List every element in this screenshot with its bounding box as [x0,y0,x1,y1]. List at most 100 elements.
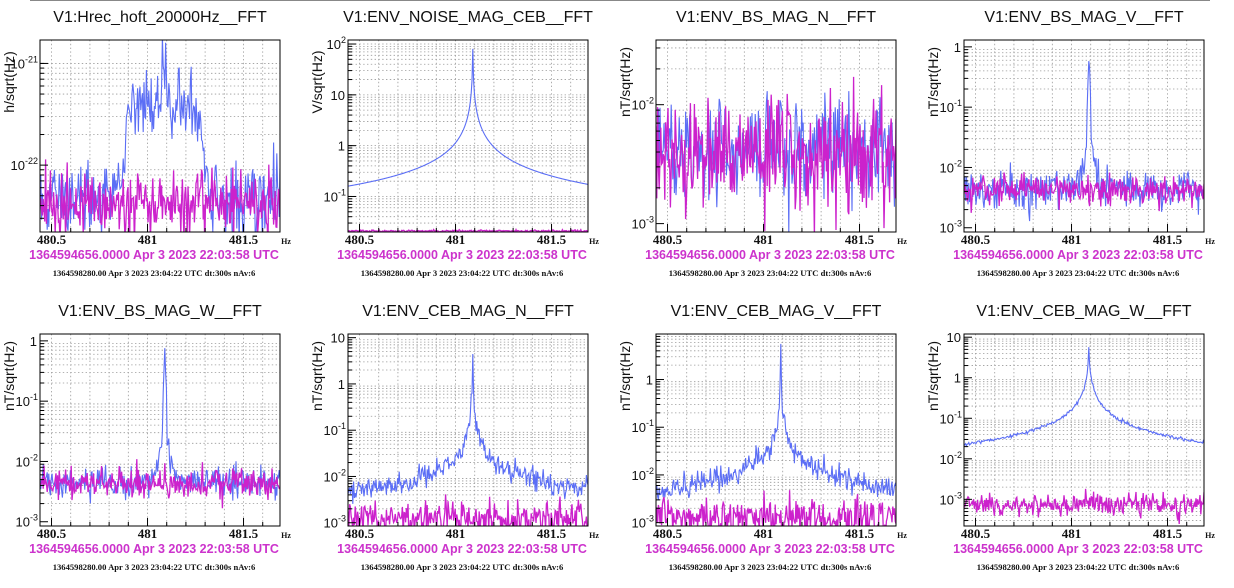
x-unit-label: Hz [281,237,291,246]
timestamp-current: 1364598280.00 Apr 3 2023 23:04:22 UTC dt… [361,268,564,278]
x-tick-label: 481 [138,232,158,247]
chart-svg: V1:ENV_CEB_MAG_V__FFT 480.5 481 481.5 Hz 1 10-… [617,303,907,572]
x-tick-label: 481.5 [229,232,259,247]
x-tick-label: 480.5 [37,526,67,541]
y-axis: 1 10-1 10-2 10-3 nT/sqrt(Hz) [925,40,972,236]
chart-title: V1:ENV_BS_MAG_N__FFT [676,9,876,26]
plot-area [40,334,280,526]
x-unit-label: Hz [281,531,291,540]
x-unit-label: Hz [897,531,907,540]
y-tick-label: 10-1 [324,421,346,438]
series-line-current [40,348,280,504]
y-axis-label: nT/sqrt(Hz) [925,47,941,117]
y-tick-label: 10-2 [940,450,962,467]
series-line-current [348,48,588,187]
series-group [40,348,280,509]
y-tick-label: 102 [327,35,346,52]
chart-title: V1:ENV_CEB_MAG_N__FFT [362,303,574,320]
x-tick-label: 481.5 [537,232,567,247]
y-tick-label: 1 [338,139,345,154]
grid-lines [656,334,896,526]
x-tick-label: 480.5 [961,526,991,541]
y-tick-label: 10-1 [940,409,962,426]
grid-lines [348,40,588,232]
series-group [348,48,588,232]
x-axis: 480.5 481 481.5 Hz [37,224,291,247]
plot-area [964,334,1204,526]
series-line-current [348,353,588,504]
timestamp-current: 1364598280.00 Apr 3 2023 23:04:22 UTC dt… [53,268,256,278]
y-tick-label: 10-3 [632,514,654,531]
series-line-reference [656,490,896,526]
y-tick-label: 10-1 [632,418,654,435]
plot-frame [655,39,897,233]
grid-lines [348,334,588,526]
y-axis-label: h/sqrt(Hz) [1,51,17,112]
y-tick-label: 1 [338,377,345,392]
y-tick-label: 10-3 [940,490,962,507]
x-unit-label: Hz [1205,531,1215,540]
chart-title: V1:ENV_BS_MAG_W__FFT [58,303,262,320]
chart-panel: V1:Hrec_hoft_20000Hz__FFT 480.5 481 481.5 Hz… [0,0,308,294]
x-axis: 480.5 481 481.5 Hz [653,518,907,541]
plot-area [348,334,588,526]
y-tick-label: 10-1 [16,392,38,409]
chart-title: V1:ENV_CEB_MAG_W__FFT [976,303,1191,320]
x-tick-label: 481 [138,526,158,541]
y-tick-label: 1 [954,40,961,55]
y-axis-label: nT/sqrt(Hz) [309,341,325,411]
x-tick-label: 480.5 [37,232,67,247]
y-axis: 10 1 10-1 10-2 10-3 nT/sqrt(Hz) [925,330,972,522]
x-axis: 480.5 481 481.5 Hz [37,518,291,541]
y-axis-label: nT/sqrt(Hz) [925,341,941,411]
timestamp-reference: 1364594656.0000 Apr 3 2023 22:03:58 UTC [29,248,279,262]
series-line-current [964,347,1204,448]
series-group [964,61,1204,222]
timestamp-reference: 1364594656.0000 Apr 3 2023 22:03:58 UTC [953,248,1203,262]
chart-svg: V1:ENV_BS_MAG_W__FFT 480.5 481 481.5 Hz 1 10-1… [1,303,291,572]
x-tick-label: 481.5 [1153,232,1183,247]
chart-panel: V1:ENV_CEB_MAG_W__FFT 480.5 481 481.5 Hz 10 1 1… [924,294,1232,588]
chart-panel: V1:ENV_BS_MAG_W__FFT 480.5 481 481.5 Hz 1 10-1… [0,294,308,588]
x-tick-label: 481.5 [845,232,875,247]
y-tick-label: 10 [331,88,345,103]
x-unit-label: Hz [897,237,907,246]
plot-area [348,40,588,232]
timestamp-reference: 1364594656.0000 Apr 3 2023 22:03:58 UTC [337,248,587,262]
x-tick-label: 480.5 [345,232,375,247]
timestamp-reference: 1364594656.0000 Apr 3 2023 22:03:58 UTC [337,542,587,556]
x-axis: 480.5 481 481.5 Hz [345,224,599,247]
x-tick-label: 481.5 [1153,526,1183,541]
y-tick-label: 10 [947,330,961,345]
plot-area [964,40,1204,232]
chart-panel: V1:ENV_CEB_MAG_N__FFT 480.5 481 481.5 Hz 10 1 1… [308,294,616,588]
series-group [656,76,896,232]
timestamp-current: 1364598280.00 Apr 3 2023 23:04:22 UTC dt… [977,268,1180,278]
chart-svg: V1:ENV_BS_MAG_V__FFT 480.5 481 481.5 Hz 1 10-1… [925,9,1215,278]
series-line-current [656,343,896,501]
y-tick-label: 10-3 [940,219,962,236]
series-line-reference [656,76,896,232]
x-tick-label: 480.5 [653,232,683,247]
plot-frame [655,333,897,527]
timestamp-reference: 1364594656.0000 Apr 3 2023 22:03:58 UTC [645,248,895,262]
y-tick-label: 10-2 [16,452,38,469]
x-unit-label: Hz [589,531,599,540]
y-axis-label: nT/sqrt(Hz) [617,341,633,411]
y-tick-label: 1 [954,371,961,386]
x-unit-label: Hz [1205,237,1215,246]
y-tick-label: 1 [30,334,37,349]
y-axis: 102 10 1 10-1 V/sqrt(Hz) [309,35,356,224]
x-axis: 480.5 481 481.5 Hz [653,224,907,247]
y-tick-label: 10-1 [324,187,346,204]
y-tick-label: 10-3 [632,215,654,232]
x-tick-label: 481 [754,232,774,247]
timestamp-reference: 1364594656.0000 Apr 3 2023 22:03:58 UTC [29,542,279,556]
series-line-reference [40,459,280,509]
series-line-reference [348,494,588,526]
timestamp-current: 1364598280.00 Apr 3 2023 23:04:22 UTC dt… [669,268,872,278]
y-axis-label: nT/sqrt(Hz) [617,47,633,117]
y-tick-label: 10-2 [632,466,654,483]
